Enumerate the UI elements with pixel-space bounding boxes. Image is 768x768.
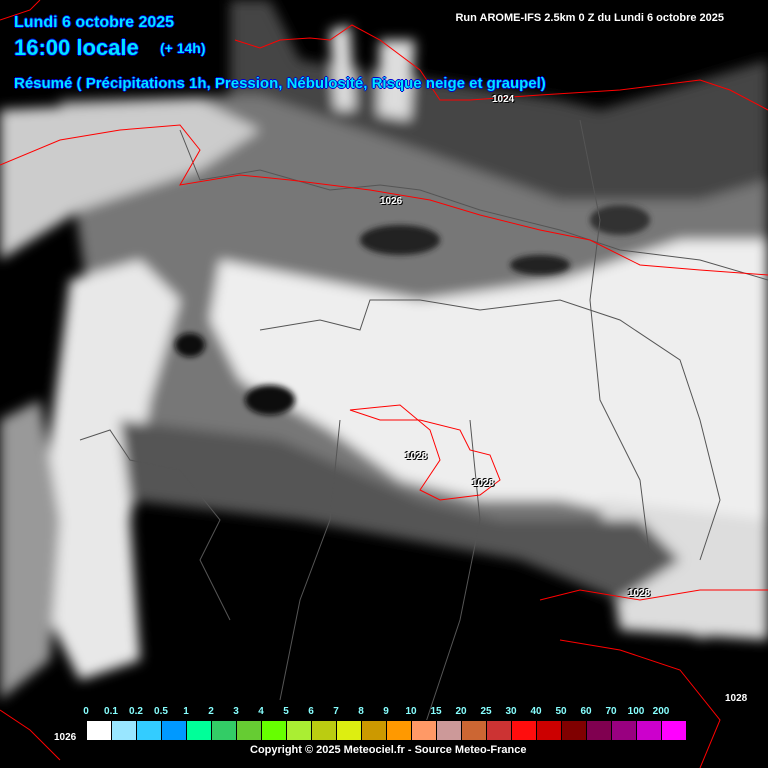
clear-patches xyxy=(175,205,650,415)
legend-label: 4 xyxy=(258,706,264,717)
legend-swatch xyxy=(387,721,412,740)
legend-swatch xyxy=(462,721,487,740)
cloud-cover xyxy=(0,0,768,700)
pressure-label: 1028 xyxy=(725,693,748,704)
legend-label: 50 xyxy=(555,706,567,717)
legend-label: 0.5 xyxy=(154,706,168,717)
legend-label: 5 xyxy=(283,706,289,717)
legend-label: 3 xyxy=(233,706,239,717)
legend-label: 10 xyxy=(405,706,417,717)
legend-swatch xyxy=(562,721,587,740)
legend-swatch xyxy=(162,721,187,740)
legend-label: 2 xyxy=(208,706,214,717)
legend-swatch xyxy=(237,721,262,740)
legend-label: 60 xyxy=(580,706,592,717)
legend-label: 25 xyxy=(480,706,492,717)
legend-swatch xyxy=(537,721,562,740)
legend-swatch xyxy=(337,721,362,740)
legend-label: 0.2 xyxy=(129,706,143,717)
legend-label: 30 xyxy=(505,706,517,717)
legend-swatch xyxy=(287,721,312,740)
legend-swatch xyxy=(437,721,462,740)
pressure-label: 1026 xyxy=(54,732,77,743)
legend-swatch xyxy=(512,721,537,740)
pressure-label: 1024 xyxy=(492,94,515,105)
copyright: Copyright © 2025 Meteociel.fr - Source M… xyxy=(250,744,527,756)
legend-swatch xyxy=(612,721,637,740)
legend-swatch xyxy=(662,721,687,740)
precipitation-legend: 0 0.1 0.2 0.5 1 2 3 4 5 6 7 8 9 10 15 20 25 30 40 50 60 70 100… xyxy=(83,706,688,741)
legend-swatch xyxy=(312,721,337,740)
country-borders xyxy=(79,119,768,741)
legend-label: 40 xyxy=(530,706,542,717)
legend-label: 6 xyxy=(308,706,314,717)
legend-swatch xyxy=(587,721,612,740)
pressure-label: 1028 xyxy=(472,478,495,489)
legend-label: 8 xyxy=(358,706,364,717)
legend-swatch xyxy=(212,721,237,740)
legend-labels: 0 0.1 0.2 0.5 1 2 3 4 5 6 7 8 9 10 15 20 25 30 40 50 60 70 100… xyxy=(83,706,686,720)
pressure-label: 1026 xyxy=(380,196,403,207)
forecast-offset: (+ 14h) xyxy=(160,40,206,56)
legend-label: 9 xyxy=(383,706,389,717)
legend-swatch xyxy=(637,721,662,740)
legend-swatch xyxy=(137,721,162,740)
legend-label: 1 xyxy=(183,706,189,717)
legend-swatch xyxy=(487,721,512,740)
legend-label: 7 xyxy=(333,706,339,717)
map-summary: Résumé ( Précipitations 1h, Pression, Né… xyxy=(14,75,546,92)
legend-swatch xyxy=(87,721,112,740)
pressure-label: 1028 xyxy=(628,588,651,599)
legend-swatch xyxy=(262,721,287,740)
legend-swatch xyxy=(187,721,212,740)
legend-swatch xyxy=(412,721,437,740)
legend-label: 20 xyxy=(455,706,467,717)
legend-label: 70 xyxy=(605,706,617,717)
model-run-info: Run AROME-IFS 2.5km 0 Z du Lundi 6 octob… xyxy=(451,11,760,26)
legend-label: 0.1 xyxy=(104,706,118,717)
forecast-date: Lundi 6 octobre 2025 xyxy=(14,14,175,31)
forecast-time: 16:00 locale xyxy=(14,35,139,60)
legend-swatch xyxy=(362,721,387,740)
legend-swatch xyxy=(112,721,137,740)
legend-label: 200 xyxy=(652,706,670,717)
legend-label: 0 xyxy=(83,706,89,717)
legend-label: 100 xyxy=(627,706,645,717)
legend-color-scale xyxy=(86,720,688,741)
legend-label: 15 xyxy=(430,706,442,717)
pressure-label: 1028 xyxy=(405,451,428,462)
